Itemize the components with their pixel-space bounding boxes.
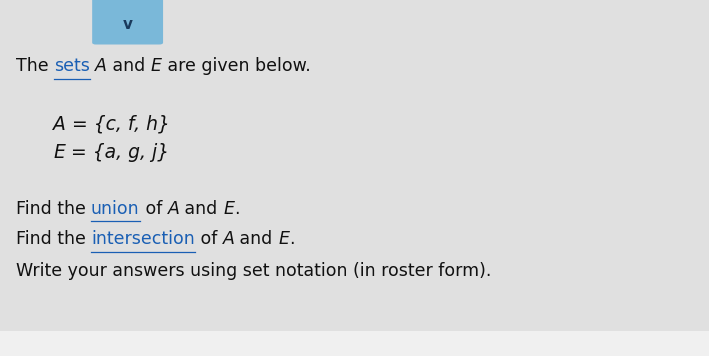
Text: union: union	[91, 200, 140, 218]
Text: and: and	[179, 200, 223, 218]
Text: E: E	[223, 200, 234, 218]
Text: intersection: intersection	[91, 230, 195, 248]
Text: A: A	[223, 230, 235, 248]
Text: Find the: Find the	[16, 200, 91, 218]
Text: of: of	[195, 230, 223, 248]
Text: = {c, f, h}: = {c, f, h}	[66, 115, 170, 134]
Text: A: A	[95, 57, 107, 75]
Text: v: v	[123, 17, 133, 32]
Text: = {a, g, j}: = {a, g, j}	[65, 143, 169, 162]
FancyBboxPatch shape	[92, 0, 163, 44]
Text: are given below.: are given below.	[162, 57, 311, 75]
Text: E: E	[278, 230, 289, 248]
Text: sets: sets	[54, 57, 89, 75]
Text: A: A	[167, 200, 179, 218]
Text: and: and	[235, 230, 278, 248]
Bar	[0, 331, 709, 356]
Text: E: E	[151, 57, 162, 75]
Text: and: and	[107, 57, 151, 75]
Text: .: .	[234, 200, 240, 218]
Text: E: E	[53, 143, 65, 162]
Text: .: .	[289, 230, 295, 248]
Text: Write your answers using set notation (in roster form).: Write your answers using set notation (i…	[16, 262, 491, 280]
Text: of: of	[140, 200, 167, 218]
Text: The: The	[16, 57, 54, 75]
Text: A: A	[53, 115, 66, 134]
Text: Find the: Find the	[16, 230, 91, 248]
